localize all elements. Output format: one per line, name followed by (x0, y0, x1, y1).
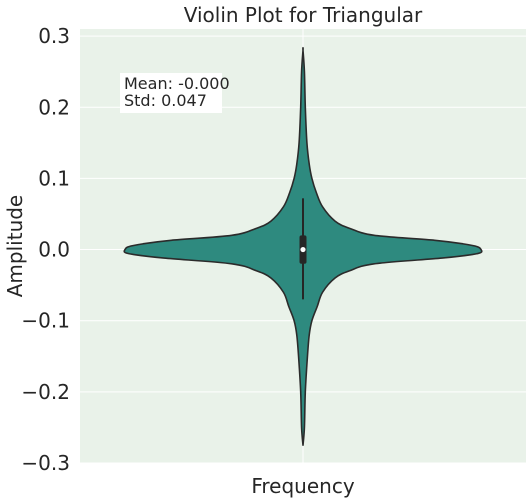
y-tick-label: −0.2 (21, 380, 70, 404)
violin-layer (123, 46, 483, 447)
x-axis-label: Frequency (251, 474, 354, 498)
y-tick-label: −0.1 (21, 309, 70, 333)
y-axis-ticks: −0.3 −0.2 −0.1 0.0 0.1 0.2 0.3 (21, 24, 70, 475)
y-tick-label: 0.1 (38, 166, 70, 190)
y-axis-label: Amplitude (3, 195, 27, 298)
stats-mean: Mean: -0.000 (124, 74, 230, 93)
stats-std: Std: 0.047 (124, 91, 207, 110)
stats-box: Mean: -0.000 Std: 0.047 (120, 73, 230, 113)
y-tick-label: 0.2 (38, 95, 70, 119)
stats-box-background (120, 73, 222, 113)
y-tick-label: −0.3 (21, 451, 70, 475)
y-tick-label: 0.3 (38, 24, 70, 48)
chart-title: Violin Plot for Triangular (184, 3, 423, 27)
y-tick-label: 0.0 (38, 238, 70, 262)
violin-median-marker (300, 246, 306, 253)
